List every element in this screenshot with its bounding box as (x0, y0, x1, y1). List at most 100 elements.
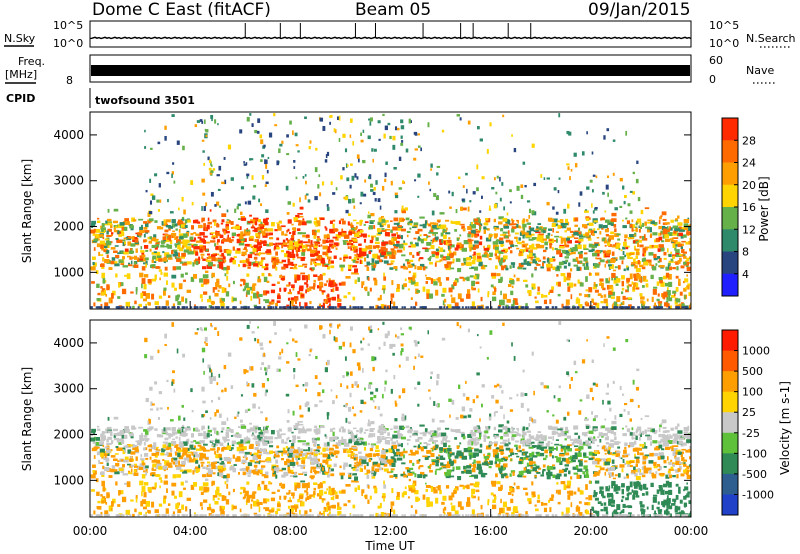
power-echo-cell (120, 261, 125, 266)
power-echo-cell (666, 303, 670, 308)
velocity-echo-cell (240, 425, 247, 429)
power-echo-cell (403, 240, 406, 243)
power-echo-cell (631, 261, 637, 264)
power-echo-cell (104, 246, 107, 250)
power-echo-cell (432, 232, 438, 235)
velocity-echo-cell (350, 454, 353, 459)
power-echo-cell (191, 245, 195, 248)
power-echo-cell (349, 265, 352, 268)
power-echo-cell (412, 306, 415, 309)
power-echo-cell (489, 252, 493, 257)
power-echo-cell (667, 262, 671, 266)
power-echo-cell (318, 306, 321, 309)
power-echo-cell (445, 232, 451, 235)
power-echo-cell (151, 244, 157, 249)
power-echo-cell (364, 265, 369, 267)
power-echo-cell (178, 207, 180, 211)
power-echo-cell (472, 191, 476, 195)
power-echo-cell (661, 240, 665, 243)
power-echo-cell (164, 252, 170, 256)
power-echo-cell (515, 239, 518, 242)
power-echo-cell (471, 221, 474, 225)
velocity-echo-cell (509, 431, 514, 434)
velocity-echo-cell (592, 452, 597, 456)
power-echo-cell (657, 256, 661, 259)
power-echo-cell (419, 263, 425, 267)
power-echo-cell (527, 222, 531, 225)
power-echo-cell (355, 260, 359, 264)
power-echo-cell (645, 306, 648, 309)
power-echo-cell (104, 289, 107, 296)
power-echo-cell (295, 214, 300, 219)
power-echo-cell (551, 222, 556, 228)
power-echo-cell (400, 125, 405, 130)
power-echo-cell (134, 238, 139, 243)
power-echo-cell (154, 173, 158, 177)
power-echo-cell (128, 236, 133, 239)
power-echo-cell (651, 244, 654, 248)
power-echo-cell (402, 242, 408, 246)
power-echo-cell (471, 287, 476, 291)
power-echo-cell (489, 205, 491, 209)
power-echo-cell (104, 306, 107, 309)
power-echo-cell (290, 242, 296, 246)
power-echo-cell (351, 248, 356, 251)
power-echo-cell (378, 138, 381, 141)
power-echo-cell (572, 258, 579, 262)
power-echo-cell (596, 257, 602, 260)
power-echo-cell (139, 235, 142, 238)
power-echo-cell (195, 252, 199, 256)
power-echo-cell (337, 294, 340, 299)
power-echo-cell (535, 243, 539, 246)
power-echo-cell (243, 306, 246, 309)
power-echo-cell (589, 306, 592, 309)
power-echo-cell (625, 217, 628, 220)
power-echo-cell (113, 250, 118, 253)
power-echo-cell (479, 210, 482, 213)
power-echo-cell (436, 222, 439, 226)
velocity-echo-cell (402, 426, 406, 429)
power-echo-cell (295, 243, 301, 248)
power-echo-cell (578, 242, 581, 246)
power-echo-cell (218, 285, 222, 289)
power-echo-cell (134, 236, 138, 240)
power-echo-cell (297, 238, 300, 242)
power-echo-cell (277, 281, 280, 284)
power-echo-cell (248, 237, 254, 242)
power-echo-cell (330, 297, 334, 301)
power-echo-cell (336, 116, 340, 121)
power-echo-cell (605, 260, 608, 264)
power-echo-cell (503, 225, 510, 229)
power-echo-cell (300, 294, 305, 297)
power-echo-cell (625, 247, 629, 250)
velocity-echo-cell (120, 459, 125, 462)
power-echo-cell (596, 252, 600, 257)
power-echo-cell (630, 264, 634, 267)
velocity-echo-cell (186, 427, 191, 431)
power-echo-cell (416, 251, 420, 256)
power-echo-cell (118, 234, 122, 237)
power-echo-cell (591, 151, 594, 155)
power-echo-cell (570, 294, 573, 300)
power-echo-cell (401, 254, 406, 257)
power-echo-cell (446, 306, 449, 309)
power-echo-cell (93, 302, 96, 307)
power-echo-cell (631, 219, 634, 223)
power-echo-cell (123, 251, 129, 255)
power-echo-cell (676, 267, 679, 270)
power-echo-cell (143, 227, 148, 230)
power-echo-cell (340, 175, 343, 180)
power-echo-cell (410, 297, 413, 300)
power-echo-cell (542, 230, 546, 234)
power-echo-cell (276, 222, 280, 224)
power-echo-cell (455, 221, 461, 225)
power-echo-cell (280, 250, 285, 253)
power-echo-cell (606, 284, 610, 290)
power-echo-cell (399, 235, 401, 238)
power-echo-cell (509, 223, 514, 226)
power-echo-cell (220, 302, 225, 308)
power-echo-cell (465, 306, 468, 309)
velocity-echo-cell (558, 469, 564, 474)
power-echo-cell (542, 260, 546, 264)
